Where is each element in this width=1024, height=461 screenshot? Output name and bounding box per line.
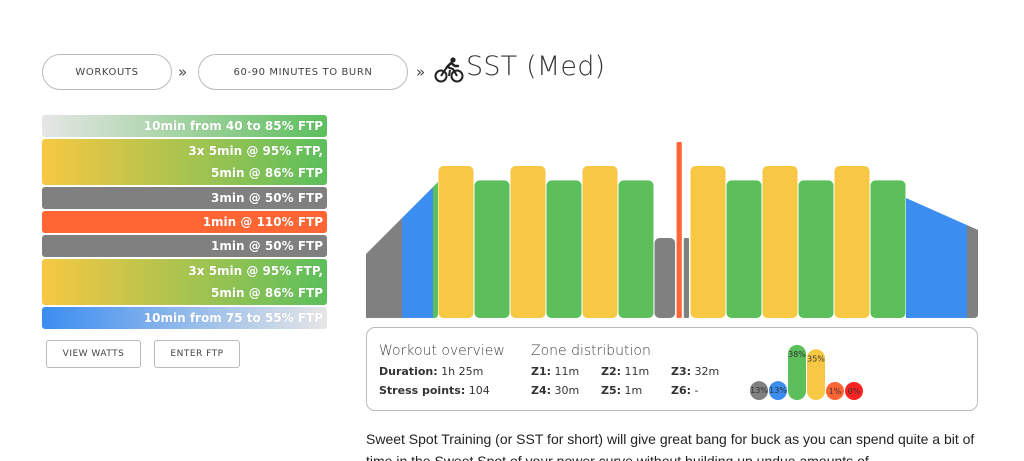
workout-interval-bar [546,180,582,318]
zone-label: Z6: [671,384,692,397]
duration-value: 1h 25m [441,365,484,378]
workout-interval-bar [618,180,654,318]
zone-time-row: Z6: - [671,384,699,397]
workout-step-label: 1min @ 50% FTP [211,239,323,253]
zone-label: Z5: [601,384,622,397]
workout-interval-bar [798,180,834,318]
breadcrumb-separator: » [416,63,426,81]
workout-interval-bar [834,166,870,318]
workout-ramp-segment [906,198,978,318]
workout-step: 3min @ 50% FTP [42,187,327,209]
zone-time: 30m [554,384,580,397]
cyclist-icon [434,57,464,83]
zone-time: 1m [624,384,643,397]
zone-bubble-label: 38% [788,350,806,359]
workout-interval-bar [690,166,726,318]
workout-interval-bar [474,180,510,318]
zone-label: Z2: [601,365,622,378]
zone-bubble [788,344,806,400]
zone-time-row: Z3: 32m [671,365,719,378]
workout-step: 3x 5min @ 95% FTP, 5min @ 86% FTP [42,139,327,185]
breadcrumb-separator: » [178,63,188,81]
zone-bubble [807,349,825,400]
workout-step-label: 3x 5min @ 95% FTP, [188,264,323,278]
page-title: SST (Med) [466,51,606,82]
zone-distribution-heading: Zone distribution [531,343,651,359]
zone-bubble [826,382,844,400]
workout-step-label: 10min from 40 to 85% FTP [143,119,323,133]
zone-time-row: Z4: 30m [531,384,579,397]
zone-bubble-label: 0% [848,387,861,396]
workout-description: Sweet Spot Training (or SST for short) w… [366,431,975,461]
workout-overview-panel: Workout overview Duration: 1h 25m Stress… [366,327,978,411]
zone-bubble [769,381,787,400]
workout-interval-bar [438,166,474,318]
zone-distribution-chart: 13% 13% 38% 35% 1% 0% [750,344,863,400]
workout-step: 3x 5min @ 95% FTP, 5min @ 86% FTP [42,259,327,305]
workout-interval-bar [870,180,906,318]
workout-step-label: 10min from 75 to 55% FTP [143,311,323,325]
zone-time: 32m [694,365,720,378]
workout-step: 1min @ 50% FTP [42,235,327,257]
workout-interval-bar [510,166,546,318]
zone-time-row: Z1: 11m [531,365,579,378]
workout-interval-bar [582,166,618,318]
enter-ftp-button[interactable]: ENTER FTP [154,340,240,368]
workout-interval-bar [762,166,798,318]
zone-bubble-label: 1% [829,387,842,396]
zone-time-row: Z2: 11m [601,365,649,378]
workout-step-label-second: 5min @ 86% FTP [211,286,323,300]
zone-bubble [845,382,863,400]
workout-overview-heading: Workout overview [379,343,505,359]
stress-points-row: Stress points: 104 [379,384,490,397]
workout-step-label: 3x 5min @ 95% FTP, [188,144,323,158]
workout-interval-bar [683,238,689,318]
duration-row: Duration: 1h 25m [379,365,483,378]
zone-label: Z4: [531,384,552,397]
workout-interval-bar [726,180,762,318]
workouts-breadcrumb-button[interactable]: WORKOUTS [42,54,172,90]
workout-step: 10min from 75 to 55% FTP [42,307,327,329]
zone-bubble-label: 35% [807,354,825,363]
zone-bubble-label: 13% [750,386,768,395]
zone-time-row: Z5: 1m [601,384,642,397]
workout-step-label: 3min @ 50% FTP [211,191,323,205]
zone-label: Z3: [671,365,692,378]
zone-time: - [694,384,699,397]
workout-interval-bar [676,142,682,318]
zone-time: 11m [554,365,580,378]
category-breadcrumb-button[interactable]: 60-90 MINUTES TO BURN [198,54,408,90]
stress-points-value: 104 [468,384,490,397]
zone-time: 11m [624,365,650,378]
zone-bubble-label: 13% [769,386,787,395]
view-watts-button[interactable]: VIEW WATTS [46,340,141,368]
workout-interval-bar [654,238,676,318]
stress-points-label: Stress points: [379,384,466,397]
zone-bubble [750,381,768,400]
workout-power-chart [366,142,978,318]
workout-ramp-segment [366,182,438,318]
workout-step-label: 1min @ 110% FTP [202,215,323,229]
workout-steps-list: 10min from 40 to 85% FTP 3x 5min @ 95% FT… [42,115,327,331]
duration-label: Duration: [379,365,438,378]
workout-step-label-second: 5min @ 86% FTP [211,166,323,180]
workout-step: 1min @ 110% FTP [42,211,327,233]
zone-label: Z1: [531,365,552,378]
workout-step: 10min from 40 to 85% FTP [42,115,327,137]
